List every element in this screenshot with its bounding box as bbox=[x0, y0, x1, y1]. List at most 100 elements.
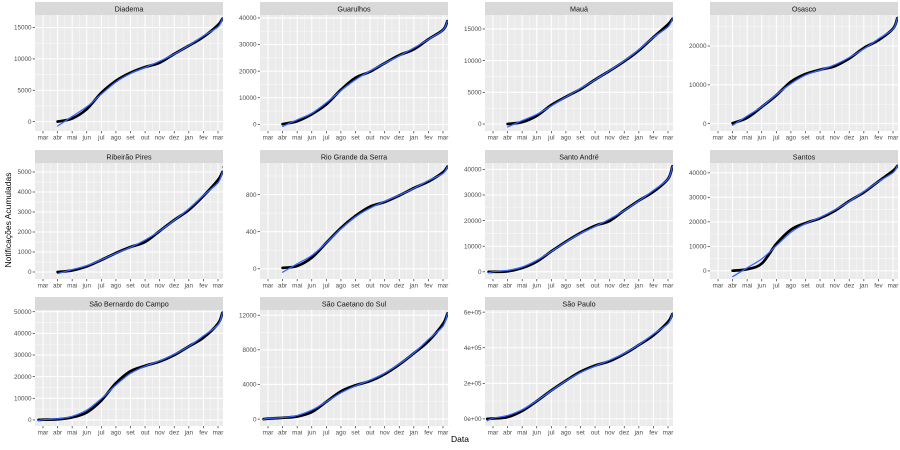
x-tick-labels: mar abr mai jun jul ago set out nov dez jan fev mar bbox=[713, 283, 899, 290]
x-tick-label: dez bbox=[619, 430, 629, 437]
y-tick-label: 4000 bbox=[242, 382, 257, 389]
x-tick-label: mar bbox=[38, 135, 49, 142]
data-layer bbox=[506, 17, 673, 128]
x-tick-label: ago bbox=[786, 283, 797, 290]
x-tick-label: out bbox=[366, 283, 375, 290]
x-tick-label: mar bbox=[438, 430, 449, 437]
facet-strip bbox=[710, 150, 898, 163]
x-tick-label: jun bbox=[757, 135, 767, 142]
x-tick-label: jun bbox=[757, 283, 767, 290]
x-tick-label: nov bbox=[155, 135, 166, 142]
y-tick-label: 40000 bbox=[239, 15, 257, 22]
x-tick-label: jan bbox=[634, 430, 644, 437]
x-tick-label: nov bbox=[380, 430, 391, 437]
x-tick-label: abr bbox=[278, 430, 287, 437]
y-tick-label: 10000 bbox=[689, 244, 707, 251]
x-tick-label: fev bbox=[874, 135, 883, 142]
y-tick-labels: 0 1000 2000 3000 4000 5000 bbox=[17, 169, 32, 276]
x-tick-label: mai bbox=[292, 283, 302, 290]
x-tick-label: jun bbox=[532, 135, 542, 142]
facet-strip bbox=[35, 2, 223, 15]
axis-tick-marks bbox=[482, 169, 669, 282]
panel-background bbox=[35, 310, 223, 426]
smooth-line bbox=[281, 166, 448, 273]
x-tick-label: out bbox=[591, 135, 600, 142]
x-tick-label: fev bbox=[649, 135, 658, 142]
x-tick-label: nov bbox=[155, 430, 166, 437]
x-tick-label: jun bbox=[82, 135, 92, 142]
facet-strip bbox=[485, 2, 673, 15]
y-tick-label: 10000 bbox=[464, 243, 482, 250]
y-tick-label: 8000 bbox=[242, 347, 257, 354]
axis-tick-marks bbox=[32, 171, 219, 282]
y-tick-label: 0 bbox=[703, 121, 707, 128]
x-tick-label: jul bbox=[322, 283, 329, 290]
facet-strip-title: São Caetano do Sul bbox=[322, 300, 387, 309]
x-tick-label: jan bbox=[409, 430, 419, 437]
x-tick-label: set bbox=[351, 283, 360, 290]
x-tick-label: dez bbox=[844, 135, 854, 142]
major-gridlines bbox=[485, 310, 673, 426]
x-tick-labels: mar abr mai jun jul ago set out nov dez jan fev mar bbox=[488, 135, 674, 142]
data-curve bbox=[485, 312, 673, 421]
y-tick-label: 40000 bbox=[464, 167, 482, 174]
y-tick-label: 20000 bbox=[689, 219, 707, 226]
x-tick-label: mar bbox=[38, 430, 49, 437]
facet-panel: Rio Grande da Serra mar abr mai jun jul ago set… bbox=[225, 148, 450, 295]
data-layer bbox=[281, 19, 448, 128]
y-tick-label: 400 bbox=[246, 229, 257, 236]
facet-strip-title: Mauá bbox=[570, 5, 588, 14]
axis-tick-marks bbox=[257, 194, 444, 282]
x-tick-label: fev bbox=[874, 283, 883, 290]
x-tick-label: jul bbox=[547, 430, 554, 437]
x-tick-label: set bbox=[126, 283, 135, 290]
x-tick-label: abr bbox=[53, 430, 62, 437]
y-tick-label: 30000 bbox=[689, 195, 707, 202]
facet-panel: São Caetano do Sul mar abr mai jun jul ago set o… bbox=[225, 295, 450, 450]
panel-background bbox=[260, 310, 448, 426]
x-tick-label: dez bbox=[394, 135, 404, 142]
facet-strip-title: São Bernardo do Campo bbox=[89, 300, 169, 309]
x-tick-label: mar bbox=[888, 135, 899, 142]
facet-strip-title: Santos bbox=[793, 153, 816, 162]
x-tick-label: dez bbox=[844, 283, 854, 290]
data-layer bbox=[731, 164, 898, 278]
x-tick-label: mar bbox=[38, 283, 49, 290]
major-gridlines bbox=[35, 15, 223, 131]
x-tick-label: jan bbox=[634, 135, 644, 142]
smooth-line bbox=[262, 312, 448, 421]
x-tick-label: mai bbox=[742, 135, 752, 142]
facet-strip bbox=[260, 2, 448, 15]
x-tick-labels: mar abr mai jun jul ago set out nov dez jan fev mar bbox=[263, 135, 449, 142]
x-tick-label: nov bbox=[605, 135, 616, 142]
facet-panel: São Paulo mar abr mai jun jul ago set out nov dez j… bbox=[450, 295, 675, 450]
x-tick-label: fev bbox=[649, 430, 658, 437]
x-tick-label: jul bbox=[547, 135, 554, 142]
minor-gridlines bbox=[485, 310, 673, 426]
x-tick-label: set bbox=[126, 430, 135, 437]
outlier-point bbox=[221, 165, 223, 169]
x-tick-label: nov bbox=[830, 135, 841, 142]
y-tick-label: 0 bbox=[253, 416, 257, 423]
x-tick-label: ago bbox=[786, 135, 797, 142]
y-tick-label: 2000 bbox=[17, 229, 32, 236]
axis-tick-marks bbox=[257, 314, 444, 429]
y-tick-labels: 0 10000 20000 30000 40000 bbox=[239, 15, 257, 128]
y-tick-label: 0 bbox=[28, 269, 32, 276]
facet-strip-title: Ribeirão Pires bbox=[106, 153, 152, 162]
y-tick-label: 30000 bbox=[464, 192, 482, 199]
y-tick-label: 30000 bbox=[14, 352, 32, 359]
y-tick-labels: 0 10000 20000 30000 40000 bbox=[689, 170, 707, 275]
x-tick-label: mai bbox=[67, 430, 77, 437]
x-tick-label: mai bbox=[517, 283, 527, 290]
y-tick-label: 12000 bbox=[239, 312, 257, 319]
facet-panel: Diadema mar abr mai jun jul ago set out nov dez jan… bbox=[0, 0, 225, 148]
x-tick-label: mai bbox=[292, 135, 302, 142]
y-tick-label: 0 bbox=[253, 122, 257, 129]
smooth-line bbox=[486, 313, 673, 422]
